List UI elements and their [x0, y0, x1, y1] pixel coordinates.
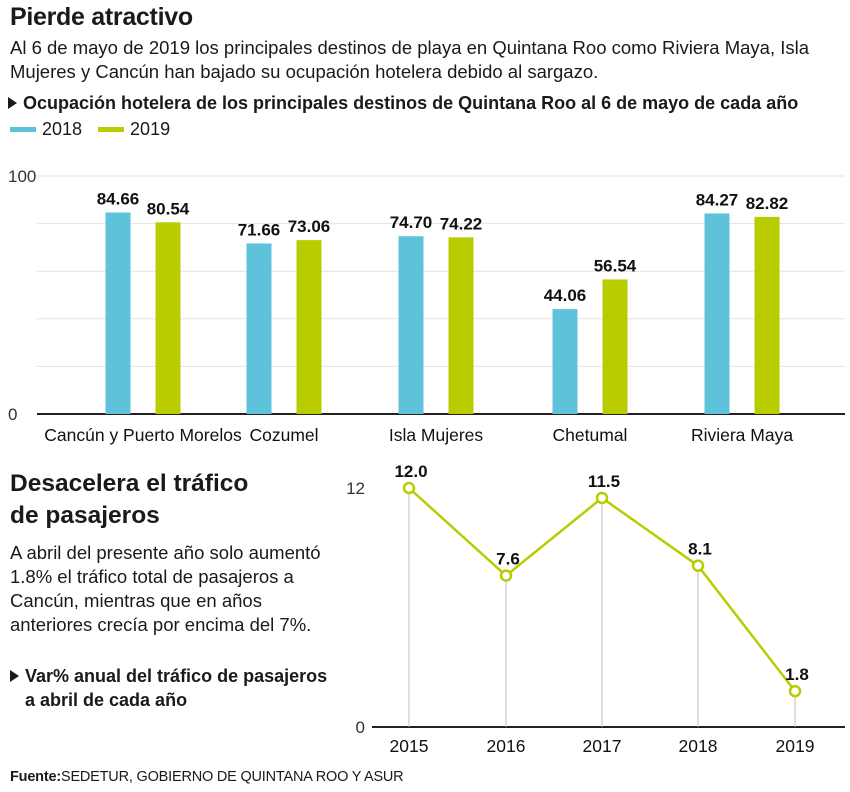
bar-2018-2: [398, 236, 424, 414]
x-tick-label: 2018: [679, 736, 718, 756]
chart2-title-line2: a abril de cada año: [25, 690, 188, 710]
legend-label-2019: 2019: [130, 119, 171, 139]
x-tick-label: 2017: [583, 736, 622, 756]
line-chart: 0 12 12.0 7.6 11.5 8.1 1.8 2015 2016 2017 2018 2019: [346, 462, 845, 756]
legend-item-2018: 2018: [10, 119, 82, 140]
y-tick-label: 0: [356, 718, 365, 737]
bar-2018-4: [704, 213, 730, 414]
chart2-heading: Var% anual del tráfico de pasajeros a ab…: [10, 664, 350, 712]
data-value-label: 11.5: [588, 472, 620, 491]
legend-swatch-2018: [10, 127, 36, 132]
source-text: SEDETUR, GOBIERNO DE QUINTANA ROO Y ASUR: [60, 769, 404, 785]
bar-value-label: 84.66: [97, 190, 140, 209]
x-tick-label: Isla Mujeres: [389, 425, 484, 445]
data-point: [788, 684, 802, 698]
bar-chart: 0 100 84.66 71.66 74.70 44.06 84.27 80.54 73.06 7…: [8, 167, 845, 445]
chart2-title-line1: Var% anual del tráfico de pasajeros: [25, 666, 328, 686]
section2-title-line2: de pasajeros: [10, 502, 160, 529]
data-value-label: 8.1: [688, 540, 712, 559]
bullet-icon: [8, 97, 17, 109]
bullet-icon: [10, 670, 19, 682]
x-tick-label: Chetumal: [553, 425, 628, 445]
y-tick-label: 12: [346, 479, 365, 498]
legend-swatch-2019: [98, 127, 125, 132]
x-tick-label: 2016: [487, 736, 526, 756]
x-tick-label: Cancún y Puerto Morelos: [44, 425, 242, 445]
x-tick-label: Riviera Maya: [691, 425, 793, 445]
bar-value-label: 44.06: [544, 286, 587, 305]
page-title: Pierde atractivo: [10, 3, 193, 31]
legend-item-2019: 2019: [98, 119, 170, 140]
bar-value-label: 56.54: [594, 256, 637, 275]
bar-value-label: 84.27: [696, 190, 739, 209]
bar-value-label: 74.22: [440, 214, 483, 233]
bar-2018-0: [105, 212, 131, 414]
x-tick-label: 2019: [776, 736, 815, 756]
data-point: [402, 481, 416, 495]
section2-text: A abril del presente año solo aumentó 1.…: [10, 542, 321, 635]
bar-value-label: 82.82: [746, 194, 789, 213]
bar-2019-2: [448, 237, 474, 414]
bar-value-label: 73.06: [288, 217, 331, 236]
legend-label-2018: 2018: [42, 119, 83, 139]
data-point: [595, 491, 609, 505]
x-tick-label: 2015: [390, 736, 429, 756]
section2-title: Desacelera el tráfico de pasajeros: [10, 468, 330, 532]
chart1-heading: Ocupación hotelera de los principales de…: [8, 93, 798, 114]
page-subtitle: Al 6 de mayo de 2019 los principales des…: [10, 37, 810, 82]
y-tick-label: 100: [8, 167, 36, 186]
bar-value-label: 74.70: [390, 213, 433, 232]
data-point: [499, 569, 513, 582]
bar-2019-0: [155, 222, 181, 414]
source-label: Fuente:: [10, 769, 61, 785]
chart1-legend: 2018 2019: [10, 119, 186, 140]
bar-2019-4: [754, 216, 780, 414]
data-point: [691, 559, 705, 572]
data-value-label: 12.0: [394, 462, 427, 481]
data-value-label: 7.6: [496, 550, 520, 569]
source-note: Fuente:SEDETUR, GOBIERNO DE QUINTANA ROO…: [10, 769, 404, 785]
y-tick-label: 0: [8, 405, 17, 424]
bar-2019-1: [296, 240, 322, 414]
chart1-title: Ocupación hotelera de los principales de…: [23, 93, 799, 113]
data-value-label: 1.8: [785, 665, 809, 684]
bar-value-label: 80.54: [147, 199, 190, 218]
bar-2018-1: [246, 243, 272, 414]
x-tick-label: Cozumel: [249, 425, 318, 445]
bar-value-label: 71.66: [238, 220, 281, 239]
bar-2018-3: [552, 309, 578, 414]
bar-2019-3: [602, 279, 628, 414]
section2-title-line1: Desacelera el tráfico: [10, 470, 249, 497]
